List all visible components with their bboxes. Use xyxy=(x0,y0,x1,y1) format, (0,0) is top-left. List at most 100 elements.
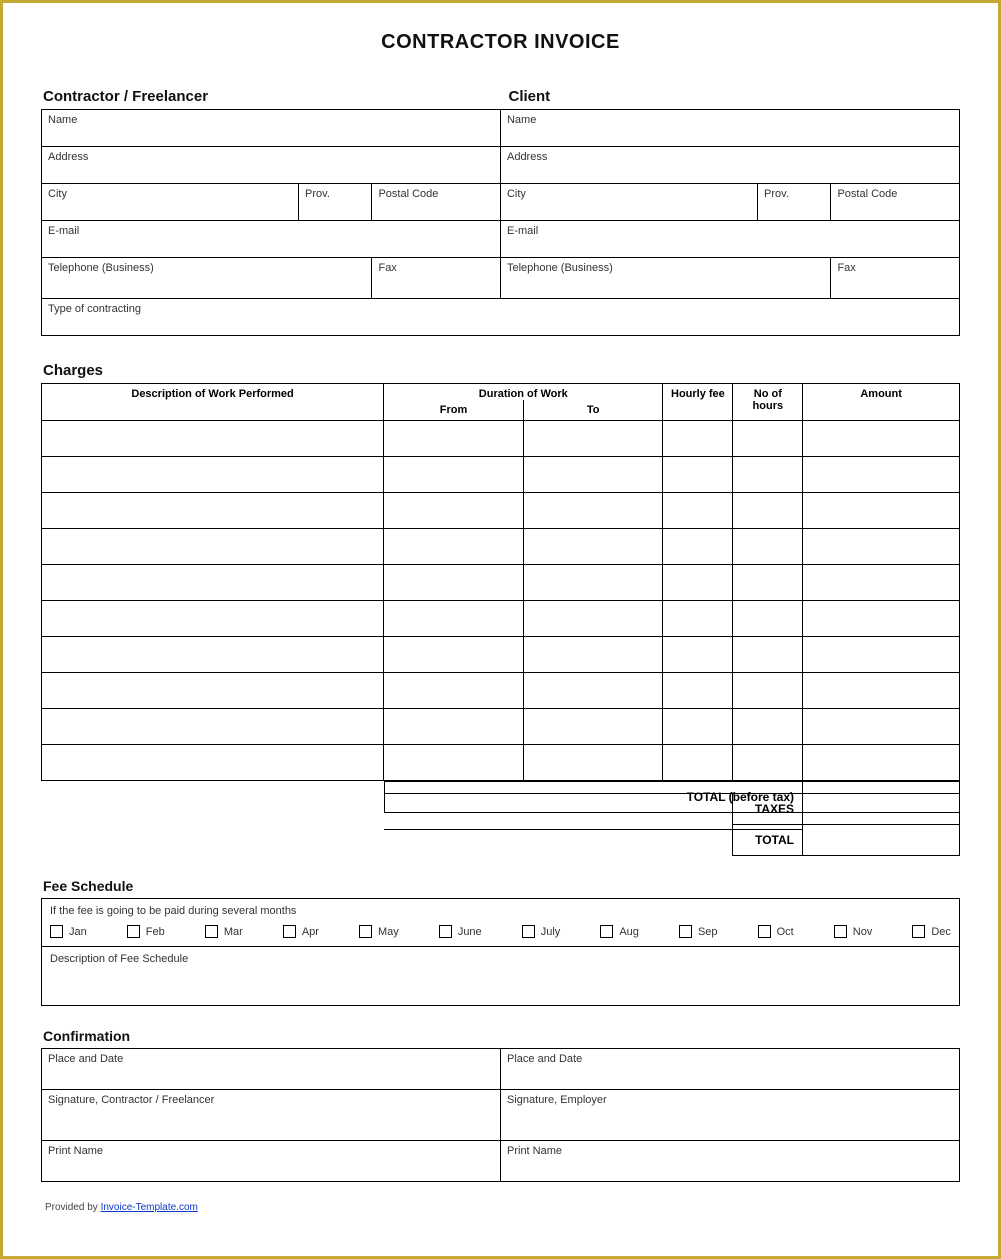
contractor-postal-cell[interactable]: Postal Code xyxy=(372,184,501,221)
table-cell[interactable] xyxy=(523,745,663,781)
checkbox-may[interactable] xyxy=(359,925,372,938)
contractor-city-cell[interactable]: City xyxy=(42,184,299,221)
table-cell[interactable] xyxy=(523,457,663,493)
place-date-right[interactable]: Place and Date xyxy=(501,1049,960,1090)
client-fax-cell[interactable]: Fax xyxy=(831,258,960,299)
table-cell[interactable] xyxy=(733,673,803,709)
client-address-cell[interactable]: Address xyxy=(500,147,959,184)
table-cell[interactable] xyxy=(384,529,524,565)
table-cell[interactable] xyxy=(384,745,524,781)
checkbox-feb[interactable] xyxy=(127,925,140,938)
checkbox-sep[interactable] xyxy=(679,925,692,938)
checkbox-mar[interactable] xyxy=(205,925,218,938)
table-cell[interactable] xyxy=(803,493,960,529)
checkbox-apr[interactable] xyxy=(283,925,296,938)
checkbox-aug[interactable] xyxy=(600,925,613,938)
table-cell[interactable] xyxy=(803,421,960,457)
checkbox-dec[interactable] xyxy=(912,925,925,938)
contractor-email-cell[interactable]: E-mail xyxy=(42,221,501,258)
sig-contractor-cell[interactable]: Signature, Contractor / Freelancer xyxy=(42,1090,501,1141)
table-cell[interactable] xyxy=(42,601,384,637)
client-tel-cell[interactable]: Telephone (Business) xyxy=(500,258,830,299)
checkbox-jan[interactable] xyxy=(50,925,63,938)
table-cell[interactable] xyxy=(803,745,960,781)
table-cell[interactable] xyxy=(803,673,960,709)
table-cell[interactable] xyxy=(523,565,663,601)
table-cell[interactable] xyxy=(523,529,663,565)
client-city-cell[interactable]: City xyxy=(500,184,757,221)
table-cell[interactable] xyxy=(384,421,524,457)
table-cell[interactable] xyxy=(42,493,384,529)
contractor-tel-cell[interactable]: Telephone (Business) xyxy=(42,258,372,299)
table-cell[interactable] xyxy=(733,421,803,457)
table-cell[interactable] xyxy=(523,709,663,745)
checkbox-oct[interactable] xyxy=(758,925,771,938)
table-cell[interactable] xyxy=(663,421,733,457)
client-name-cell[interactable]: Name xyxy=(500,110,959,147)
table-cell[interactable] xyxy=(803,529,960,565)
table-cell[interactable] xyxy=(803,637,960,673)
table-cell[interactable] xyxy=(803,709,960,745)
table-cell[interactable] xyxy=(523,421,663,457)
table-cell[interactable] xyxy=(663,637,733,673)
table-cell[interactable] xyxy=(663,709,733,745)
table-cell[interactable] xyxy=(733,709,803,745)
table-cell[interactable] xyxy=(42,529,384,565)
table-cell[interactable] xyxy=(42,565,384,601)
table-cell[interactable] xyxy=(733,493,803,529)
print-name-right[interactable]: Print Name xyxy=(501,1141,960,1182)
table-cell[interactable] xyxy=(733,529,803,565)
table-cell[interactable] xyxy=(803,457,960,493)
contractor-prov-cell[interactable]: Prov. xyxy=(299,184,372,221)
table-cell[interactable] xyxy=(384,637,524,673)
client-postal-cell[interactable]: Postal Code xyxy=(831,184,960,221)
table-cell[interactable] xyxy=(384,493,524,529)
place-date-left[interactable]: Place and Date xyxy=(42,1049,501,1090)
table-cell[interactable] xyxy=(733,637,803,673)
type-contracting-cell[interactable]: Type of contracting xyxy=(42,299,960,336)
table-cell[interactable] xyxy=(803,601,960,637)
label-tel: Telephone (Business) xyxy=(507,262,613,274)
table-cell[interactable] xyxy=(42,457,384,493)
table-cell[interactable] xyxy=(384,601,524,637)
client-prov-cell[interactable]: Prov. xyxy=(758,184,831,221)
print-name-left[interactable]: Print Name xyxy=(42,1141,501,1182)
checkbox-nov[interactable] xyxy=(834,925,847,938)
table-cell[interactable] xyxy=(663,745,733,781)
table-cell[interactable] xyxy=(523,493,663,529)
sig-employer-cell[interactable]: Signature, Employer xyxy=(501,1090,960,1141)
table-cell[interactable] xyxy=(663,529,733,565)
footer-link[interactable]: Invoice-Template.com xyxy=(101,1202,198,1213)
contractor-name-cell[interactable]: Name xyxy=(42,110,501,147)
table-cell[interactable] xyxy=(733,565,803,601)
contractor-fax-cell[interactable]: Fax xyxy=(372,258,501,299)
checkbox-july[interactable] xyxy=(522,925,535,938)
table-cell[interactable] xyxy=(384,457,524,493)
table-cell[interactable] xyxy=(663,457,733,493)
table-cell[interactable] xyxy=(384,673,524,709)
table-cell[interactable] xyxy=(733,457,803,493)
table-cell[interactable] xyxy=(733,601,803,637)
col-to: To xyxy=(523,400,663,421)
table-cell[interactable] xyxy=(733,745,803,781)
table-cell[interactable] xyxy=(384,709,524,745)
client-email-cell[interactable]: E-mail xyxy=(500,221,959,258)
table-cell[interactable] xyxy=(663,601,733,637)
contractor-address-cell[interactable]: Address xyxy=(42,147,501,184)
table-cell[interactable] xyxy=(384,565,524,601)
table-cell[interactable] xyxy=(663,493,733,529)
taxes-amount[interactable] xyxy=(803,794,960,825)
checkbox-june[interactable] xyxy=(439,925,452,938)
table-cell[interactable] xyxy=(42,745,384,781)
table-cell[interactable] xyxy=(42,673,384,709)
total-amount[interactable] xyxy=(803,825,960,856)
table-cell[interactable] xyxy=(523,673,663,709)
table-cell[interactable] xyxy=(523,637,663,673)
table-cell[interactable] xyxy=(803,565,960,601)
table-cell[interactable] xyxy=(523,601,663,637)
table-cell[interactable] xyxy=(663,673,733,709)
table-cell[interactable] xyxy=(42,421,384,457)
table-cell[interactable] xyxy=(663,565,733,601)
table-cell[interactable] xyxy=(42,637,384,673)
table-cell[interactable] xyxy=(42,709,384,745)
